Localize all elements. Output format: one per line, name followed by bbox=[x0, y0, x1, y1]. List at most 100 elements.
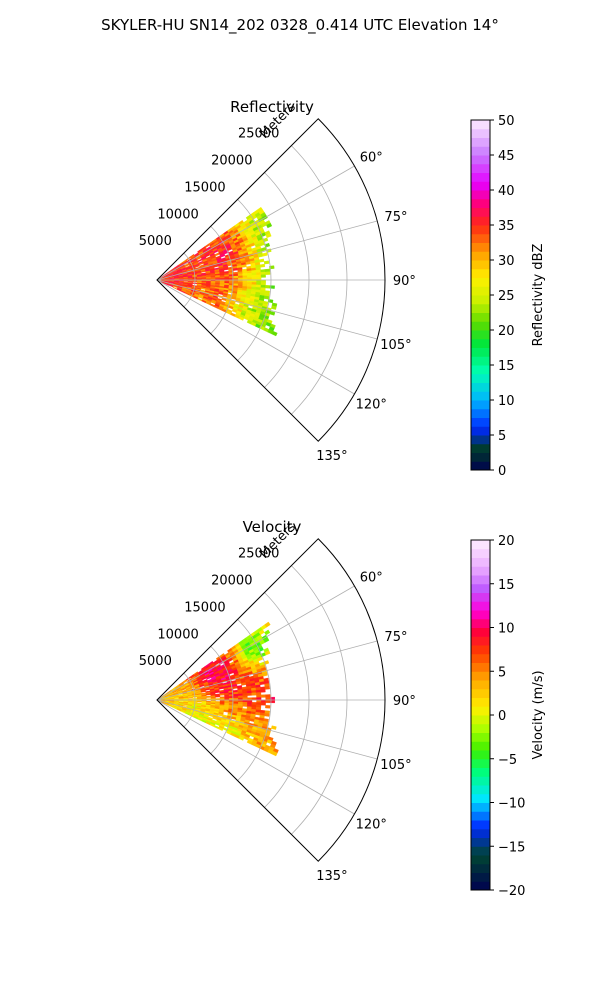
radar-gate bbox=[256, 282, 262, 286]
radar-gate bbox=[271, 330, 278, 337]
radar-gate bbox=[259, 263, 266, 268]
colorbar-tick-label: 15 bbox=[498, 359, 515, 374]
colorbar-segment bbox=[471, 207, 490, 217]
radar-gate bbox=[269, 311, 276, 316]
azimuth-tick-label: 105° bbox=[380, 758, 411, 773]
colorbar-segment bbox=[471, 601, 490, 611]
panel-title: Reflectivity bbox=[230, 98, 314, 116]
colorbar-tick-label: 15 bbox=[498, 578, 515, 593]
colorbar-segment bbox=[471, 347, 490, 357]
radar-gate bbox=[213, 725, 220, 730]
azimuth-spoke bbox=[156, 279, 355, 395]
colorbar-tick-label: 25 bbox=[498, 289, 515, 304]
colorbar-tick-label: 30 bbox=[498, 254, 515, 269]
azimuth-spoke bbox=[156, 165, 355, 281]
colorbar-tick-label: −10 bbox=[498, 797, 525, 812]
range-tick-label: 15000 bbox=[184, 600, 225, 615]
radar-gate bbox=[238, 275, 244, 279]
radar-gate bbox=[242, 703, 248, 707]
colorbar-label: Reflectivity dBZ bbox=[531, 244, 546, 347]
radar-gate bbox=[260, 694, 266, 698]
radar-gate bbox=[265, 285, 271, 289]
colorbar-segment bbox=[471, 198, 490, 208]
azimuth-tick-label: 75° bbox=[384, 210, 407, 225]
colorbar-segment bbox=[471, 382, 490, 392]
radar-gate bbox=[233, 695, 239, 699]
colorbar-segment bbox=[471, 321, 490, 331]
radar-gate bbox=[246, 692, 253, 696]
colorbar-segment bbox=[471, 163, 490, 173]
radar-gate bbox=[242, 695, 248, 699]
colorbar-segment bbox=[471, 697, 490, 707]
radar-gate bbox=[271, 750, 278, 757]
colorbar-tick-label: 5 bbox=[498, 429, 506, 444]
panel-velocity: Velocity500010000150002000025000Meters60… bbox=[139, 518, 546, 899]
radar-gate bbox=[251, 692, 257, 696]
colorbar-segment bbox=[471, 863, 490, 873]
colorbar-segment bbox=[471, 426, 490, 436]
radar-gate bbox=[271, 725, 277, 730]
colorbar-segment bbox=[471, 373, 490, 383]
radar-gate bbox=[265, 694, 271, 698]
colorbar-tick-label: 45 bbox=[498, 149, 515, 164]
radar-gate bbox=[265, 705, 271, 709]
radar-gate bbox=[262, 672, 268, 677]
colorbar-segment bbox=[471, 881, 490, 891]
radar-gate bbox=[262, 252, 268, 257]
radar-field bbox=[159, 206, 278, 337]
range-tick-label: 25000 bbox=[238, 127, 279, 142]
colorbar-segment bbox=[471, 286, 490, 296]
colorbar-segment bbox=[471, 155, 490, 165]
colorbar-tick-label: −20 bbox=[498, 884, 525, 899]
colorbar-segment bbox=[471, 242, 490, 252]
radar-gate bbox=[215, 695, 221, 698]
colorbar-segment bbox=[471, 583, 490, 593]
radar-gate bbox=[271, 305, 277, 310]
radar-gate bbox=[238, 316, 245, 321]
colorbar-segment bbox=[471, 846, 490, 856]
colorbar-tick-label: 0 bbox=[498, 709, 506, 724]
colorbar-segment bbox=[471, 435, 490, 445]
colorbar-segment bbox=[471, 767, 490, 777]
colorbar-segment bbox=[471, 233, 490, 243]
radar-gate bbox=[257, 656, 263, 662]
panel-title: Velocity bbox=[243, 518, 302, 536]
range-tick-label: 5000 bbox=[139, 234, 172, 249]
radar-gate bbox=[209, 303, 215, 308]
colorbar-tick-label: −5 bbox=[498, 753, 517, 768]
radar-gate bbox=[265, 699, 271, 703]
radar-gate bbox=[251, 272, 257, 276]
colorbar-segment bbox=[471, 776, 490, 786]
colorbar-segment bbox=[471, 312, 490, 322]
radar-gate bbox=[232, 267, 238, 271]
colorbar-tick-label: 35 bbox=[498, 219, 515, 234]
sector-frame bbox=[156, 118, 386, 442]
radar-gate bbox=[238, 695, 244, 699]
range-tick-label: 25000 bbox=[238, 547, 279, 562]
colorbar-segment bbox=[471, 575, 490, 585]
radar-gate bbox=[242, 275, 248, 279]
radar-gate bbox=[256, 702, 262, 706]
radar-gate bbox=[264, 650, 271, 656]
colorbar-segment bbox=[471, 645, 490, 655]
radar-gate bbox=[264, 713, 270, 717]
azimuth-tick-label: 60° bbox=[360, 150, 383, 165]
colorbar-segment bbox=[471, 540, 490, 550]
radar-gate bbox=[258, 258, 265, 263]
colorbar-segment bbox=[471, 146, 490, 156]
colorbar-segment bbox=[471, 723, 490, 733]
colorbar-segment bbox=[471, 365, 490, 375]
azimuth-tick-label: 120° bbox=[356, 818, 387, 833]
colorbar-segment bbox=[471, 671, 490, 681]
radar-gate bbox=[219, 693, 225, 696]
colorbar-segment bbox=[471, 872, 490, 882]
colorbar-segment bbox=[471, 837, 490, 847]
colorbar-segment bbox=[471, 592, 490, 602]
colorbar-segment bbox=[471, 338, 490, 348]
colorbar-tick-label: 10 bbox=[498, 622, 515, 637]
colorbar-tick-label: 40 bbox=[498, 184, 515, 199]
radar-gate bbox=[164, 283, 170, 286]
colorbar-segment bbox=[471, 181, 490, 191]
colorbar-segment bbox=[471, 417, 490, 427]
